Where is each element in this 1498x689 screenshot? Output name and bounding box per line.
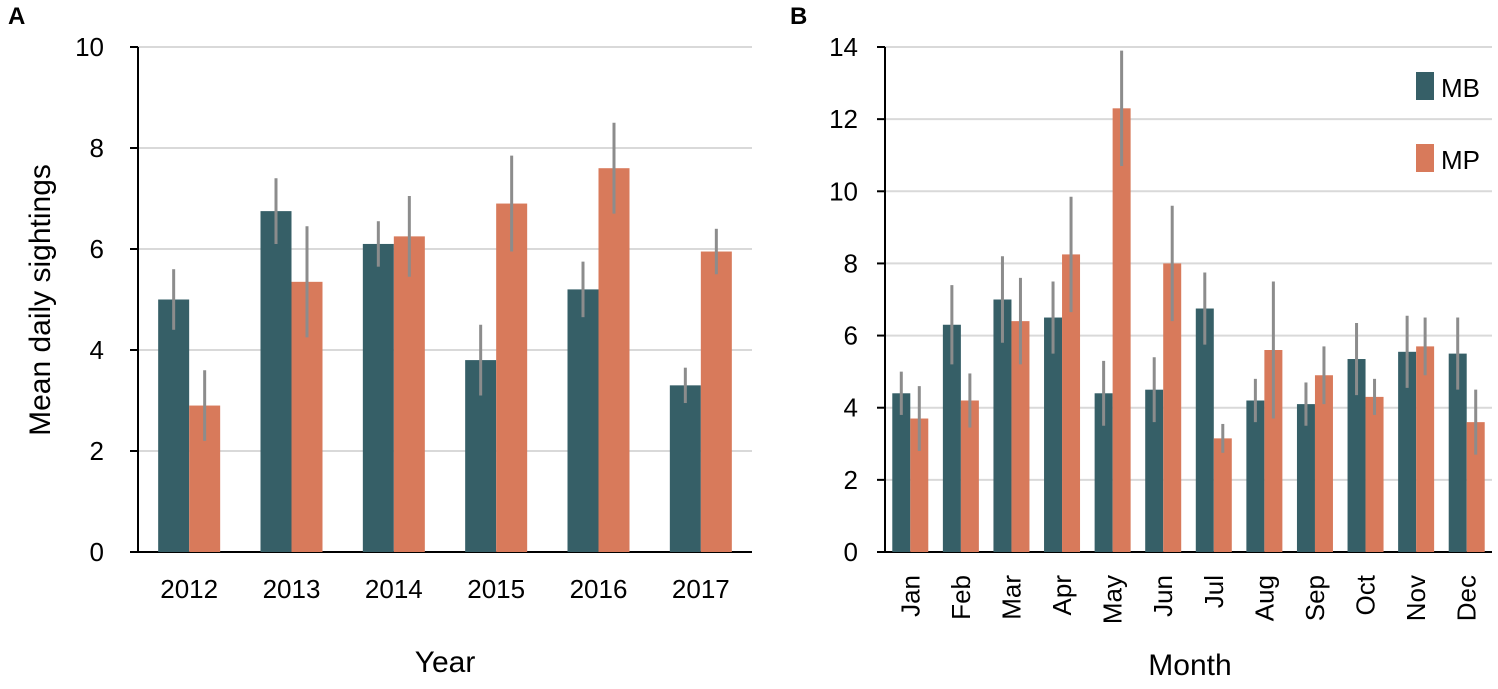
y-tick-label: 2 bbox=[844, 465, 858, 495]
y-tick-label: 6 bbox=[90, 234, 104, 264]
y-axis-label: Mean daily sightings bbox=[24, 164, 57, 436]
bar-mb-nov bbox=[1398, 351, 1417, 552]
panel-label: A bbox=[8, 3, 25, 30]
bar-mp-feb bbox=[960, 400, 979, 552]
bar-mb-dec bbox=[1448, 353, 1467, 552]
bar-mp-sep bbox=[1314, 375, 1333, 552]
x-tick-label: 2014 bbox=[365, 574, 423, 604]
x-tick-label: 2012 bbox=[160, 574, 218, 604]
x-tick-label: Sep bbox=[1300, 575, 1330, 621]
legend-swatch-mp bbox=[1416, 144, 1434, 172]
bar-mb-2014 bbox=[362, 243, 394, 552]
bar-mb-apr bbox=[1044, 317, 1063, 552]
bar-mb-jul bbox=[1195, 308, 1214, 552]
bar-mb-2017 bbox=[669, 385, 701, 552]
bar-mb-aug bbox=[1246, 400, 1265, 552]
y-tick-label: 2 bbox=[90, 436, 104, 466]
y-tick-label: 0 bbox=[844, 537, 858, 567]
x-tick-label: 2017 bbox=[672, 574, 730, 604]
x-tick-label: May bbox=[1098, 575, 1128, 624]
legend: MB MP bbox=[1416, 72, 1480, 175]
y-tick-label: 12 bbox=[829, 104, 858, 134]
bar-mb-jan bbox=[892, 393, 911, 552]
x-axis-label: Month bbox=[1148, 649, 1231, 682]
bar-mp-dec bbox=[1466, 422, 1485, 552]
y-tick-label: 10 bbox=[75, 32, 104, 62]
legend-swatch-mb bbox=[1416, 72, 1434, 100]
bar-mp-2015 bbox=[496, 203, 528, 553]
y-tick-label: 6 bbox=[844, 321, 858, 351]
x-tick-label: 2015 bbox=[467, 574, 525, 604]
bar-mb-2013 bbox=[260, 211, 292, 552]
bar-mb-jun bbox=[1145, 389, 1164, 552]
bar-mp-nov bbox=[1416, 346, 1435, 552]
panel-label: B bbox=[790, 3, 807, 30]
x-tick-label: Oct bbox=[1351, 574, 1381, 615]
bar-mb-2012 bbox=[158, 299, 190, 552]
bar-mb-2016 bbox=[567, 289, 599, 552]
x-tick-label: Dec bbox=[1452, 575, 1482, 621]
bar-mp-jul bbox=[1213, 438, 1232, 552]
x-tick-label: Aug bbox=[1249, 575, 1279, 621]
y-tick-label: 0 bbox=[90, 537, 104, 567]
panel-b: B 0 2 4 6 8 10 12 14 Jan Feb Mar Apr May Jun Jul Aug Sep O… bbox=[790, 3, 1492, 682]
bar-mp-apr bbox=[1062, 254, 1081, 553]
x-tick-label: Mar bbox=[996, 575, 1026, 620]
legend-label-mb: MB bbox=[1441, 73, 1480, 103]
x-axis-label: Year bbox=[415, 646, 476, 679]
bar-mp-jan bbox=[910, 418, 929, 552]
bar-mb-feb bbox=[942, 324, 961, 552]
y-tick-label: 8 bbox=[844, 248, 858, 278]
bar-mp-may bbox=[1112, 108, 1131, 553]
panel-a: A 0 2 4 6 8 10 2012 2013 2014 2015 2016 2017 Year Mean… bbox=[8, 3, 752, 679]
bar-mp-2017 bbox=[700, 251, 732, 552]
bar-mp-mar bbox=[1011, 321, 1030, 552]
bar-mb-sep bbox=[1296, 404, 1315, 552]
y-tick-label: 4 bbox=[90, 335, 104, 365]
x-tick-label: Jun bbox=[1148, 575, 1178, 617]
y-tick-label: 10 bbox=[829, 176, 858, 206]
x-tick-label: Feb bbox=[946, 575, 976, 620]
x-tick-label: Nov bbox=[1401, 575, 1431, 621]
bar-mp-2014 bbox=[393, 236, 425, 552]
bar-mb-oct bbox=[1347, 359, 1366, 552]
bar-mp-aug bbox=[1264, 350, 1283, 552]
y-tick-label: 4 bbox=[844, 393, 858, 423]
legend-label-mp: MP bbox=[1441, 145, 1480, 175]
y-tick-label: 8 bbox=[90, 133, 104, 163]
bar-mb-may bbox=[1094, 393, 1113, 552]
x-tick-label: 2016 bbox=[570, 574, 628, 604]
bar-mp-jun bbox=[1163, 263, 1182, 552]
x-tick-label: Jan bbox=[895, 575, 925, 617]
y-tick-label: 14 bbox=[829, 32, 858, 62]
bar-mb-mar bbox=[993, 299, 1012, 552]
x-tick-label: 2013 bbox=[263, 574, 321, 604]
bar-mp-2016 bbox=[598, 168, 630, 552]
x-tick-label: Apr bbox=[1047, 575, 1077, 616]
bar-mp-oct bbox=[1365, 396, 1384, 552]
x-tick-label: Jul bbox=[1199, 575, 1229, 608]
